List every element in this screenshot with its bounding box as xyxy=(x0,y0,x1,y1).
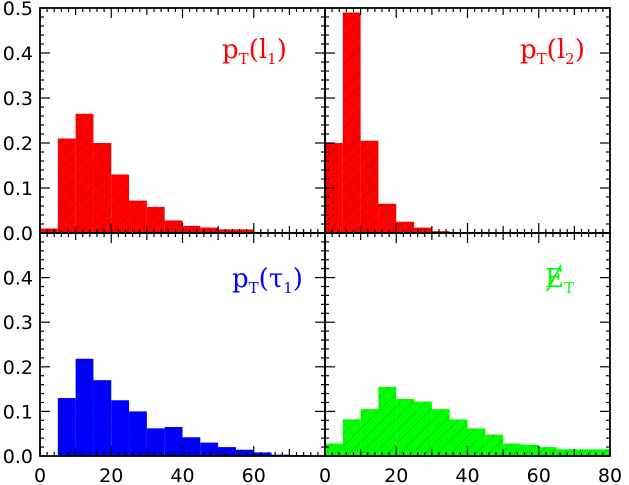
histogram-bar-hatch xyxy=(431,409,450,456)
histogram-bar-hatch xyxy=(111,174,130,233)
y-tick-label: 0.3 xyxy=(3,88,33,110)
axis-ticks xyxy=(39,7,611,457)
histogram-bar-hatch xyxy=(396,398,415,456)
y-tick-label: 0.3 xyxy=(3,312,33,334)
histogram-bar-hatch xyxy=(467,428,486,456)
histogram-bar-hatch xyxy=(378,203,397,233)
y-tick-label: 0.1 xyxy=(3,401,33,423)
x-tick-label: 40 xyxy=(170,465,194,485)
histogram-bar-hatch xyxy=(342,419,361,456)
y-tick-label: 0.4 xyxy=(3,268,33,290)
histogram-bar-hatch xyxy=(449,419,468,456)
histogram-bar-hatch xyxy=(164,427,183,456)
histogram-bar-hatch xyxy=(75,113,94,233)
histogram-bar-hatch xyxy=(592,449,610,456)
histogram-bar-hatch xyxy=(342,12,361,233)
y-tick-label: 0.1 xyxy=(3,178,33,200)
x-tick-label: 60 xyxy=(242,465,266,485)
x-tick-label: 0 xyxy=(319,465,331,485)
histogram-bar-hatch xyxy=(40,228,58,233)
histogram-bar-hatch xyxy=(414,227,432,233)
histogram-bar-hatch xyxy=(520,444,539,456)
histogram-bar-hatch xyxy=(218,447,236,456)
histogram-bar-hatch xyxy=(57,398,76,456)
histogram-bar-hatch xyxy=(164,220,183,233)
histogram-bar-hatch xyxy=(503,443,521,456)
histogram-bar-hatch xyxy=(360,140,379,233)
y-tick-label: 0.2 xyxy=(3,357,33,379)
histogram-bar-hatch xyxy=(129,200,147,233)
y-tick-label: 0.2 xyxy=(3,133,33,155)
histogram-bar-hatch xyxy=(414,401,432,456)
tick-labels: 0 20 40 60 0 20 40 60 80 0.0 0.1 0.2 0.3 0.4 0.5 0.0 0.1… xyxy=(3,0,622,485)
histogram-bar-hatch xyxy=(556,449,575,456)
histogram-bar-hatch xyxy=(396,221,415,233)
histogram-bar-hatch xyxy=(538,447,557,456)
y-tick-label: 0.0 xyxy=(3,446,33,468)
panel-label: pT(l2) xyxy=(520,35,585,68)
histogram-bar-hatch xyxy=(253,452,272,456)
histogram-bar-hatch xyxy=(57,138,76,233)
x-tick-label: 60 xyxy=(527,465,551,485)
histogram-bar-hatch xyxy=(378,386,397,456)
x-tick-label: 20 xyxy=(99,465,123,485)
y-tick-label: 0.0 xyxy=(3,223,33,245)
panel-label: pT(l1) xyxy=(222,35,287,68)
panel-labels: pT(l1) pT(l2)pT(τ1) ET xyxy=(222,35,585,297)
histogram-bar-hatch xyxy=(111,400,130,456)
x-tick-label: 20 xyxy=(384,465,408,485)
histogram-bar-hatch xyxy=(146,206,165,233)
histogram-bar-hatch xyxy=(93,143,112,233)
histogram-bar-hatch xyxy=(485,434,504,456)
histogram-bar-hatch xyxy=(235,229,254,233)
histogram-bar-hatch xyxy=(75,358,94,456)
histogram-bar-hatch xyxy=(129,411,147,456)
panel-label: pT(τ1) xyxy=(232,264,303,297)
x-tick-label: 0 xyxy=(34,465,46,485)
y-tick-label: 0.4 xyxy=(3,43,33,65)
slash-mark xyxy=(546,264,562,292)
bars-layer xyxy=(40,12,610,456)
histogram-bar-hatch xyxy=(325,443,343,456)
y-tick-label: 0.5 xyxy=(3,0,33,20)
histogram-bar-hatch xyxy=(200,227,219,233)
x-tick-label: 80 xyxy=(598,465,622,485)
histogram-bar-hatch xyxy=(182,437,201,456)
histogram-bar-hatch xyxy=(200,442,219,456)
histogram-bar-hatch xyxy=(360,409,379,456)
histogram-bar-hatch xyxy=(235,449,254,456)
x-tick-label: 40 xyxy=(455,465,479,485)
histogram-bar-hatch xyxy=(93,380,112,456)
histogram-bar-hatch xyxy=(218,229,236,233)
histogram-bar-hatch xyxy=(182,225,201,233)
histogram-bar-hatch xyxy=(146,428,165,456)
histogram-bar-hatch xyxy=(574,449,593,456)
